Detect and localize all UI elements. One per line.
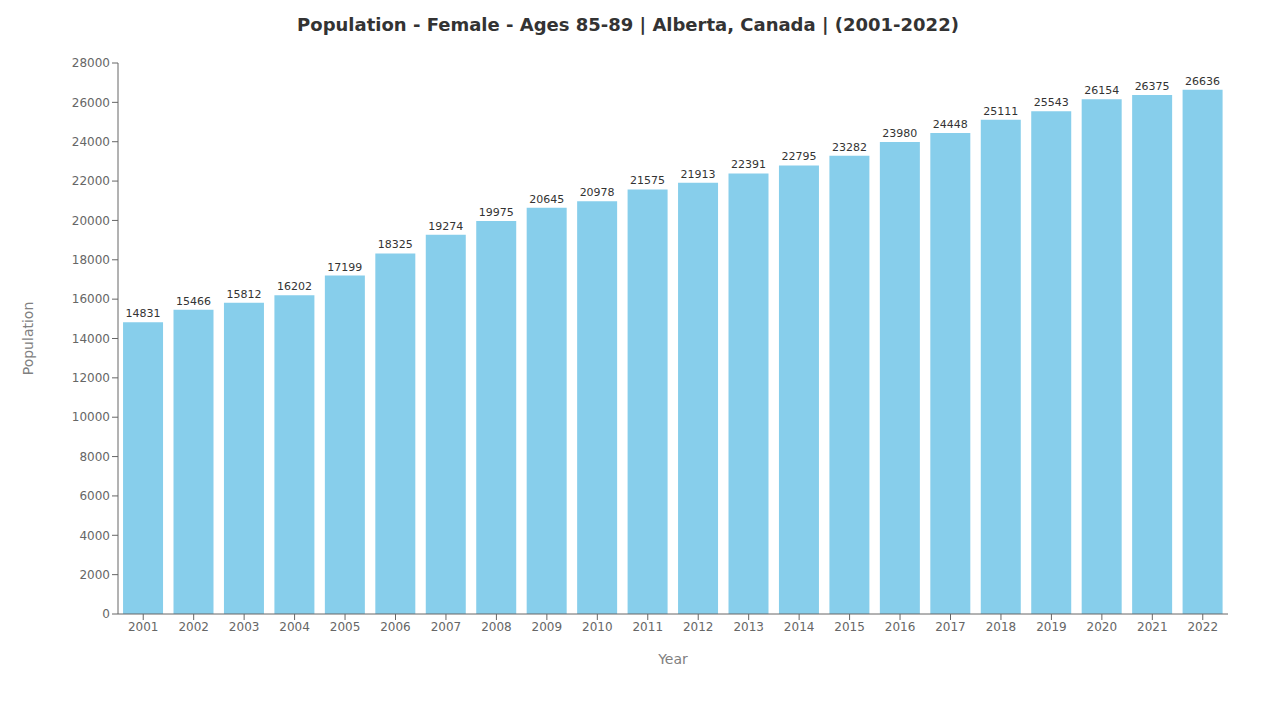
svg-text:2011: 2011 [632, 620, 663, 634]
svg-text:2002: 2002 [178, 620, 209, 634]
svg-text:15812: 15812 [226, 288, 261, 301]
svg-text:25111: 25111 [983, 105, 1018, 118]
svg-text:20000: 20000 [72, 214, 110, 228]
svg-text:2013: 2013 [733, 620, 764, 634]
svg-text:2006: 2006 [380, 620, 411, 634]
svg-text:2005: 2005 [330, 620, 361, 634]
svg-text:24448: 24448 [933, 118, 968, 131]
svg-text:2008: 2008 [481, 620, 512, 634]
svg-text:23980: 23980 [882, 127, 917, 140]
svg-text:22795: 22795 [781, 150, 816, 163]
svg-text:20978: 20978 [580, 186, 615, 199]
svg-text:2009: 2009 [532, 620, 563, 634]
svg-text:2000: 2000 [79, 568, 110, 582]
svg-text:2018: 2018 [986, 620, 1017, 634]
svg-text:2017: 2017 [935, 620, 966, 634]
svg-text:2014: 2014 [784, 620, 815, 634]
svg-text:24000: 24000 [72, 135, 110, 149]
svg-text:2007: 2007 [431, 620, 462, 634]
svg-text:2020: 2020 [1087, 620, 1118, 634]
svg-text:18325: 18325 [378, 238, 413, 251]
svg-text:2019: 2019 [1036, 620, 1067, 634]
svg-text:19975: 19975 [479, 206, 514, 219]
svg-text:12000: 12000 [72, 371, 110, 385]
svg-text:0: 0 [102, 607, 110, 621]
svg-text:14000: 14000 [72, 332, 110, 346]
svg-text:2016: 2016 [885, 620, 916, 634]
svg-text:Population: Population [20, 302, 36, 376]
svg-text:8000: 8000 [79, 450, 110, 464]
html-text:Population - Female - Ages 85-: Population - Female - Ages 85-89 | Alber… [297, 14, 959, 35]
svg-text:15466: 15466 [176, 295, 211, 308]
svg-text:2015: 2015 [834, 620, 865, 634]
svg-text:21575: 21575 [630, 174, 665, 187]
svg-text:14831: 14831 [126, 307, 161, 320]
svg-text:10000: 10000 [72, 410, 110, 424]
svg-text:2003: 2003 [229, 620, 260, 634]
svg-text:26000: 26000 [72, 96, 110, 110]
svg-text:2012: 2012 [683, 620, 714, 634]
svg-text:2004: 2004 [279, 620, 310, 634]
svg-text:23282: 23282 [832, 141, 867, 154]
svg-text:6000: 6000 [79, 489, 110, 503]
svg-text:21913: 21913 [681, 168, 716, 181]
svg-text:Year: Year [657, 651, 688, 667]
svg-text:20645: 20645 [529, 193, 564, 206]
svg-text:28000: 28000 [72, 56, 110, 70]
svg-text:4000: 4000 [79, 529, 110, 543]
svg-text:2010: 2010 [582, 620, 613, 634]
svg-text:26636: 26636 [1185, 75, 1220, 88]
svg-text:26375: 26375 [1135, 80, 1170, 93]
svg-text:26154: 26154 [1084, 84, 1119, 97]
svg-text:18000: 18000 [72, 253, 110, 267]
svg-text:22000: 22000 [72, 174, 110, 188]
svg-text:16202: 16202 [277, 280, 312, 293]
svg-text:2022: 2022 [1187, 620, 1218, 634]
svg-text:16000: 16000 [72, 292, 110, 306]
svg-text:19274: 19274 [428, 220, 463, 233]
svg-text:25543: 25543 [1034, 96, 1069, 109]
svg-text:17199: 17199 [327, 261, 362, 274]
svg-text:2021: 2021 [1137, 620, 1168, 634]
svg-text:22391: 22391 [731, 158, 766, 171]
svg-text:2001: 2001 [128, 620, 159, 634]
